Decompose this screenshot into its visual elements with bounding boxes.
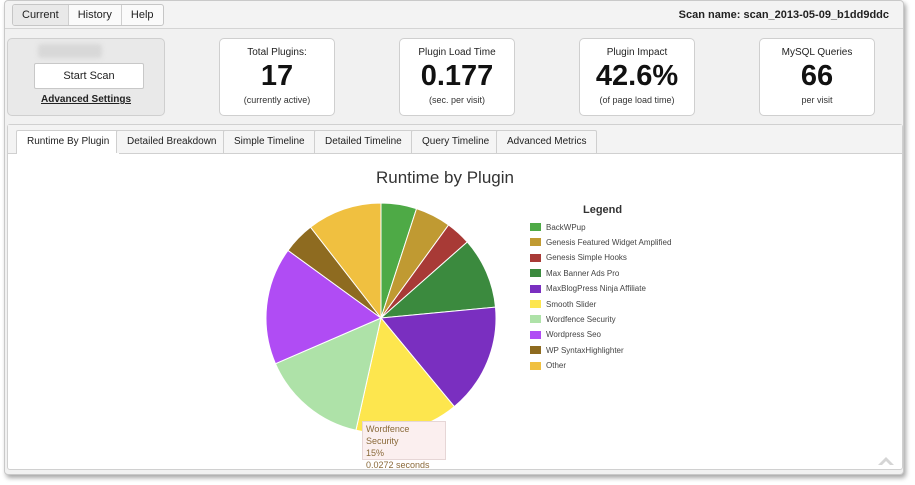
metric-value: 17 — [260, 60, 294, 92]
legend-label: Genesis Simple Hooks — [546, 253, 627, 263]
tooltip-name: Wordfence Security — [366, 424, 410, 446]
metric-plugin-impact: Plugin Impact 42.6% (of page load time) — [579, 38, 695, 116]
legend-item[interactable]: WP SyntaxHighlighter — [530, 345, 624, 355]
metric-sub: per visit — [801, 95, 833, 105]
legend-swatch — [530, 300, 541, 308]
metric-load-time: Plugin Load Time 0.177 (sec. per visit) — [399, 38, 515, 116]
metric-mysql-queries: MySQL Queries 66 per visit — [759, 38, 875, 116]
legend-label: Wordfence Security — [546, 314, 616, 324]
legend-item[interactable]: Wordpress Seo — [530, 330, 601, 340]
metric-label: Total Plugins: — [247, 47, 307, 58]
legend-label: Smooth Slider — [546, 299, 597, 309]
nav-help[interactable]: Help — [130, 9, 154, 21]
legend-swatch — [530, 223, 541, 231]
legend-swatch — [530, 330, 541, 339]
pie-slice-wordpress-seo[interactable] — [265, 249, 383, 365]
top-bar: Current History Help Scan name: scan_201… — [5, 1, 903, 29]
metric-value: 66 — [800, 60, 834, 92]
legend-swatch — [530, 361, 541, 370]
scan-controls: Start Scan Advanced Settings — [7, 38, 165, 116]
legend-swatch — [530, 238, 541, 247]
slice-tooltip: Wordfence Security 15% 0.0272 seconds — [362, 421, 446, 470]
legend-label: Genesis Featured Widget Amplified — [546, 237, 672, 247]
metric-label: MySQL Queries — [781, 47, 853, 58]
tooltip-seconds: 0.0272 seconds — [366, 460, 430, 470]
pie-slice-wordfence-security[interactable] — [274, 317, 382, 431]
legend-item[interactable]: Wordfence Security — [530, 314, 616, 324]
legend-label: WP SyntaxHighlighter — [546, 345, 624, 355]
legend-swatch — [530, 284, 541, 293]
legend-item[interactable]: MaxBlogPress Ninja Affiliate — [530, 284, 646, 294]
tab-runtime-by-plugin[interactable]: Runtime By Plugin — [16, 130, 121, 154]
tooltip-percent: 15% — [366, 448, 385, 458]
top-nav: Current History Help — [12, 4, 164, 26]
legend-swatch — [530, 315, 541, 324]
legend-swatch — [530, 346, 541, 355]
metric-sub: (currently active) — [243, 95, 311, 105]
blurred-site-name — [38, 44, 102, 58]
metric-label: Plugin Load Time — [418, 47, 496, 58]
legend-label: MaxBlogPress Ninja Affiliate — [546, 284, 646, 294]
legend-item[interactable]: BackWPup — [530, 222, 586, 232]
legend-item[interactable]: Genesis Simple Hooks — [530, 253, 627, 263]
pie-slice-other[interactable] — [309, 202, 382, 320]
start-scan-button[interactable]: Start Scan — [34, 63, 144, 89]
legend-swatch — [530, 253, 541, 262]
scan-name: Scan name: scan_2013-05-09_b1dd9ddc — [678, 9, 889, 21]
nav-current[interactable]: Current — [13, 5, 69, 25]
legend-label: Other — [546, 361, 567, 371]
legend-title: Legend — [583, 204, 623, 216]
tab-advanced-metrics[interactable]: Advanced Metrics — [496, 130, 598, 153]
expand-corner-icon[interactable] — [876, 455, 896, 469]
metric-total-plugins: Total Plugins: 17 (currently active) — [219, 38, 335, 116]
advanced-settings-link[interactable]: Advanced Settings — [40, 94, 132, 105]
nav-history[interactable]: History — [69, 5, 122, 25]
legend-label: Max Banner Ads Pro — [546, 268, 620, 278]
legend-item[interactable]: Smooth Slider — [530, 299, 596, 309]
tab-strip: Runtime By Plugin Detailed Breakdown Sim… — [8, 125, 902, 154]
metric-sub: (sec. per visit) — [428, 95, 485, 105]
metric-value: 42.6% — [595, 60, 679, 92]
legend-label: BackWPup — [546, 222, 586, 232]
metric-label: Plugin Impact — [606, 47, 668, 58]
metric-sub: (of page load time) — [599, 95, 675, 105]
legend-item[interactable]: Genesis Featured Widget Amplified — [530, 237, 671, 247]
metric-value: 0.177 — [420, 60, 494, 92]
pie-slice-maxblogpress-ninja-affiliate[interactable] — [380, 306, 497, 408]
chart-title: Runtime by Plugin — [376, 168, 514, 187]
legend-item[interactable]: Max Banner Ads Pro — [530, 268, 619, 278]
pie-slice-max-banner-ads-pro[interactable] — [379, 241, 497, 319]
legend-item[interactable]: Other — [530, 361, 566, 371]
legend-swatch — [530, 269, 541, 278]
legend-label: Wordpress Seo — [546, 330, 601, 340]
